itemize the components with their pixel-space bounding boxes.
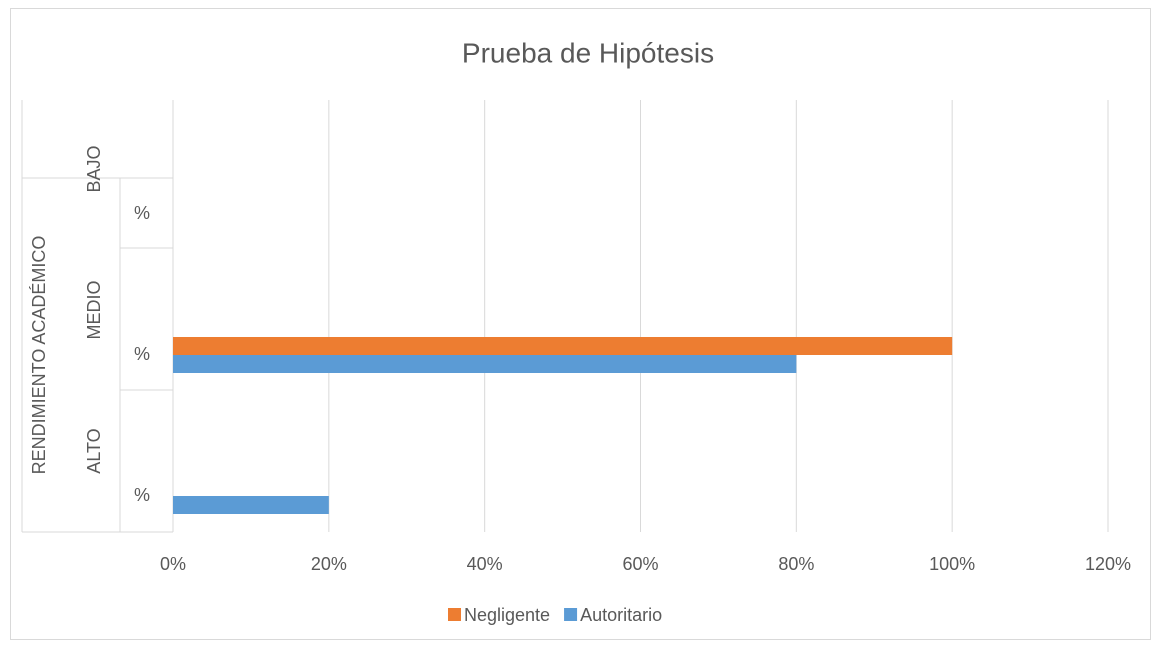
legend-swatch bbox=[564, 608, 578, 621]
legend-label: Autoritario bbox=[580, 605, 662, 625]
chart-border bbox=[10, 8, 1151, 640]
chart-title: Prueba de Hipótesis bbox=[462, 37, 714, 68]
legend-label: Negligente bbox=[464, 605, 550, 625]
bar bbox=[173, 337, 953, 355]
x-tick-label: 0% bbox=[160, 554, 186, 574]
subcategory-label: % bbox=[134, 203, 150, 223]
subcategory-label: % bbox=[134, 485, 150, 505]
x-tick-label: 60% bbox=[622, 554, 658, 574]
bar bbox=[173, 496, 329, 514]
bar bbox=[173, 355, 797, 373]
x-tick-label: 40% bbox=[467, 554, 503, 574]
category-label: BAJO bbox=[84, 145, 104, 192]
x-tick-label: 120% bbox=[1085, 554, 1131, 574]
x-tick-label: 20% bbox=[311, 554, 347, 574]
x-tick-label: 100% bbox=[929, 554, 975, 574]
x-tick-label: 80% bbox=[778, 554, 814, 574]
subcategory-label: % bbox=[134, 344, 150, 364]
group-label: RENDIMIENTO ACADÉMICO bbox=[29, 236, 49, 475]
legend-swatch bbox=[448, 608, 461, 621]
category-label: MEDIO bbox=[84, 280, 104, 339]
category-label: ALTO bbox=[84, 428, 104, 473]
